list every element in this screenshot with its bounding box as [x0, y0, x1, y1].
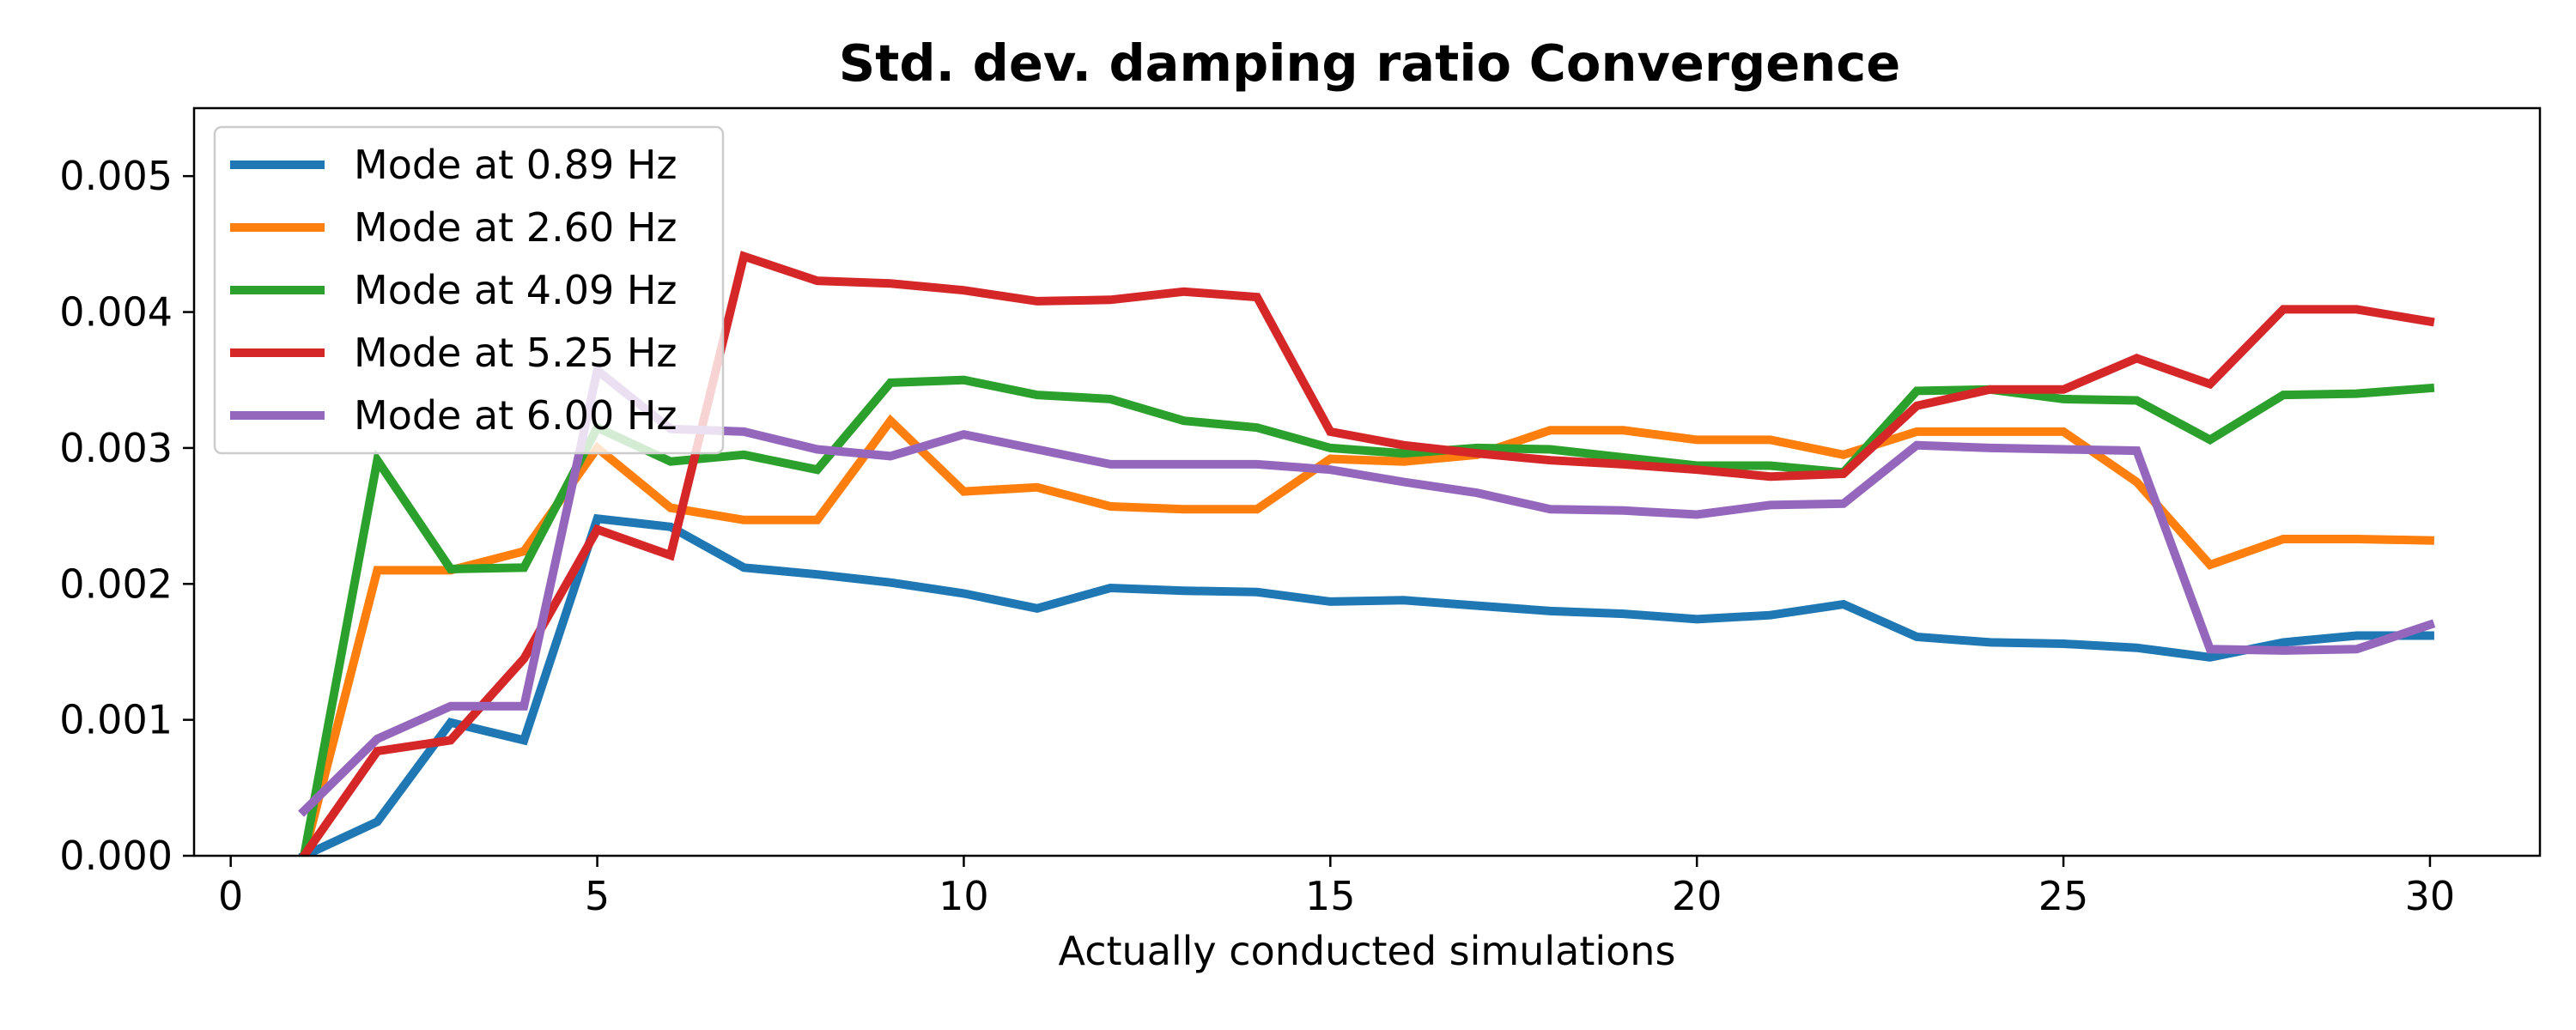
- legend-label: Mode at 0.89 Hz: [354, 142, 677, 188]
- chart-title: Std. dev. damping ratio Convergence: [839, 33, 1901, 93]
- x-tick-label: 25: [2038, 873, 2089, 919]
- y-tick-label: 0.005: [59, 153, 173, 199]
- legend-label: Mode at 2.60 Hz: [354, 204, 677, 251]
- x-tick-label: 10: [939, 873, 989, 919]
- plot-frame: [192, 106, 2542, 857]
- y-tick-label: 0.004: [59, 289, 173, 336]
- x-tick-label: 5: [585, 873, 610, 919]
- x-tick-label: 0: [218, 873, 243, 919]
- y-tick-label: 0.002: [59, 560, 173, 607]
- series-line-1: [298, 513, 2434, 856]
- x-tick-label: 20: [1672, 873, 1722, 919]
- x-axis-ticks: 0 5 10 15 20 25 30: [218, 856, 2455, 919]
- x-tick-label: 30: [2405, 873, 2456, 919]
- y-tick-label: 0.003: [59, 425, 173, 471]
- x-tick-label: 15: [1305, 873, 1356, 919]
- y-tick-label: 0.000: [59, 833, 173, 879]
- legend: Mode at 0.89 Hz Mode at 2.60 Hz Mode at 4.…: [213, 125, 725, 455]
- legend-label: Mode at 4.09 Hz: [354, 267, 677, 313]
- y-axis-ticks: 0.000 0.001 0.002 0.003 0.004 0.005: [59, 153, 194, 879]
- series-line-2: [299, 414, 2434, 856]
- y-tick-label: 0.001: [59, 697, 173, 743]
- x-axis-label: Actually conducted simulations: [1059, 928, 1676, 974]
- legend-label: Mode at 5.25 Hz: [354, 330, 677, 376]
- legend-label: Mode at 6.00 Hz: [354, 392, 677, 439]
- series-line-3: [300, 375, 2435, 856]
- series-line-4: [298, 251, 2435, 856]
- legend-box: [213, 125, 725, 455]
